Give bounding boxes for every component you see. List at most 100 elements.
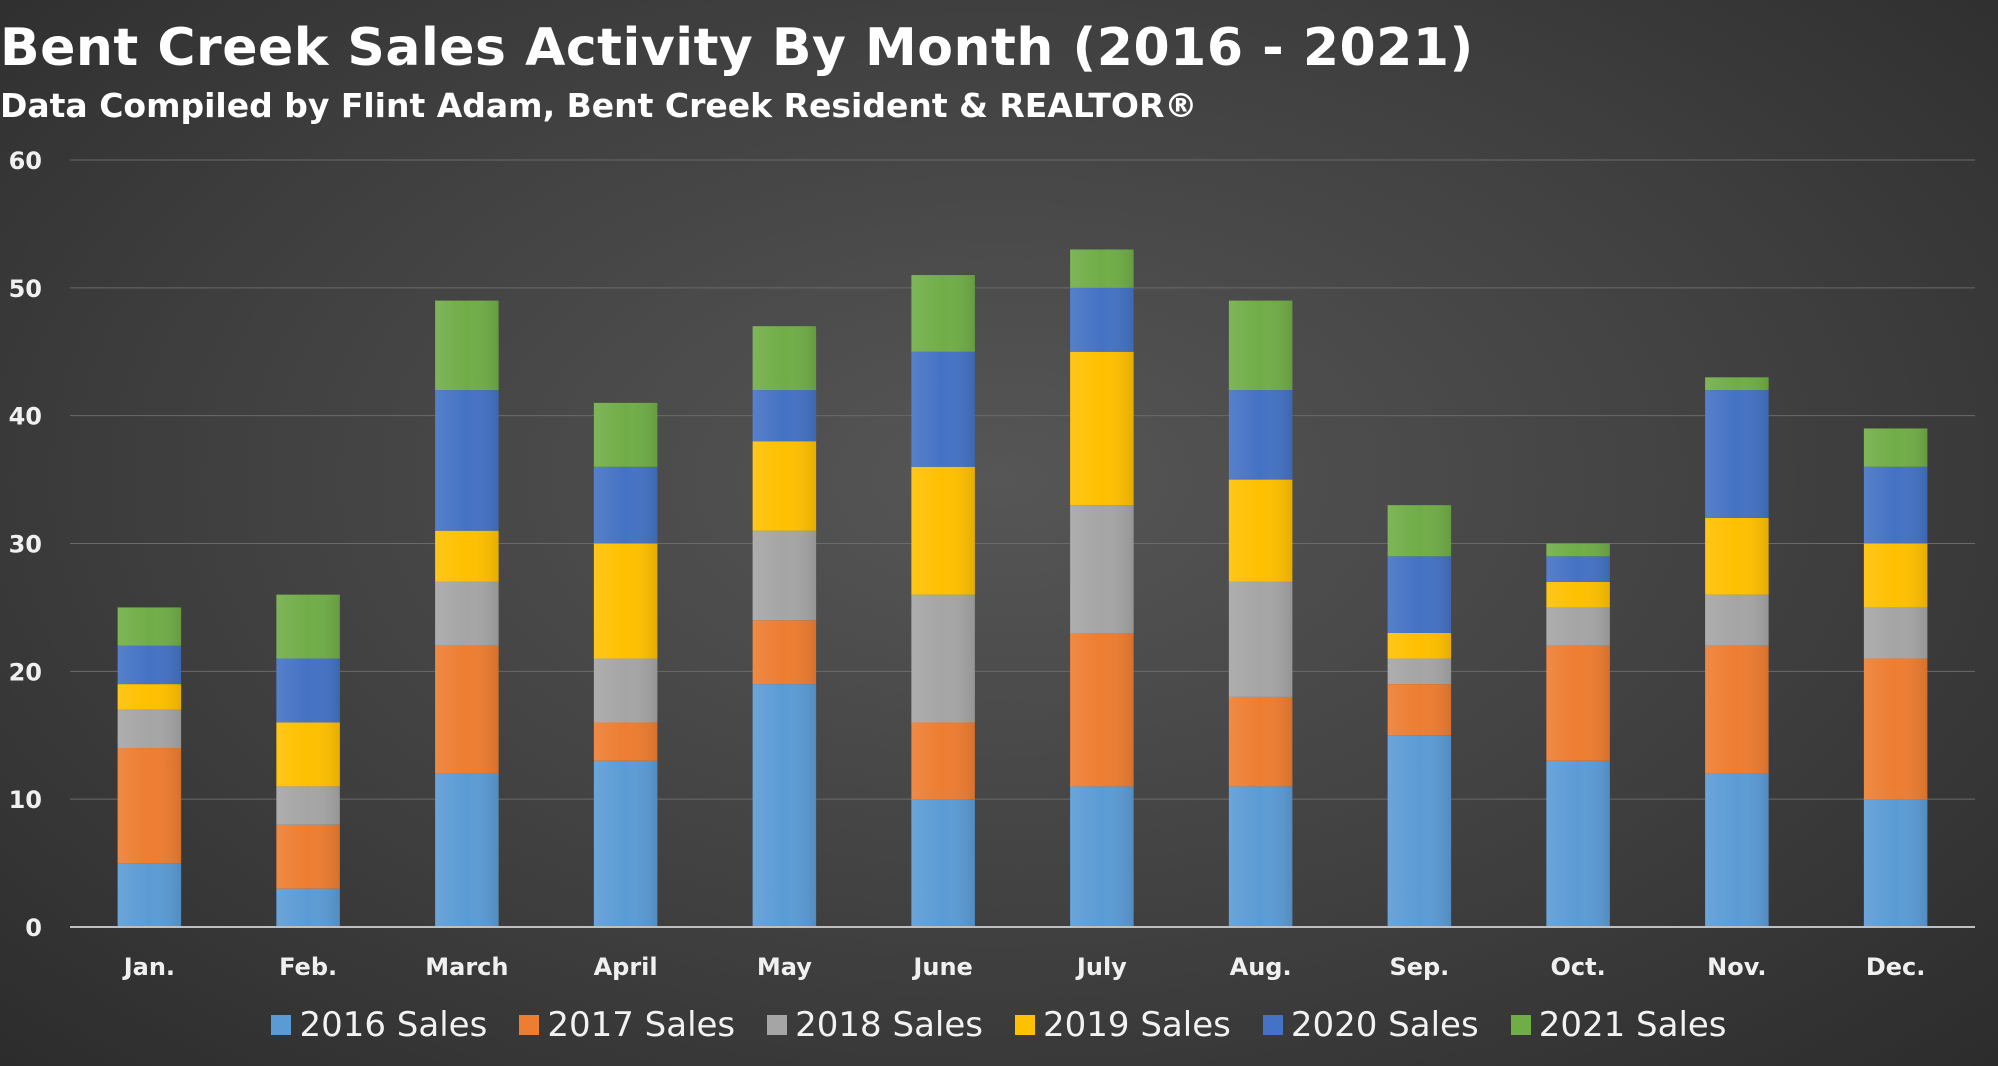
legend-item: 2020 Sales xyxy=(1262,1005,1479,1045)
bar-shade xyxy=(435,390,499,531)
x-tick-label: Aug. xyxy=(1230,953,1292,981)
x-axis: Jan. Feb. March April May June July Aug. Sep. Oct… xyxy=(122,953,1926,981)
bar-shade xyxy=(593,543,658,659)
bar-shade xyxy=(1387,684,1452,736)
bar-shade xyxy=(911,799,975,927)
chart-title: Bent Creek Sales Activity By Month (2016… xyxy=(0,18,1474,78)
bar-shade xyxy=(1228,696,1293,787)
bar-shade xyxy=(1863,543,1928,608)
y-tick-label: 40 xyxy=(9,403,42,431)
x-tick-label: Sep. xyxy=(1389,953,1449,981)
bar-shade xyxy=(1705,645,1769,774)
bar-shade xyxy=(1546,556,1610,582)
gridlines xyxy=(70,159,1975,800)
chart-subtitle: Data Compiled by Flint Adam, Bent Creek … xyxy=(0,86,1198,125)
x-tick-label: June xyxy=(911,953,972,981)
bar-shade xyxy=(1228,479,1293,582)
y-axis: 0 10 20 30 40 50 60 xyxy=(9,147,42,942)
bar-shade xyxy=(1228,581,1293,697)
bar-shade xyxy=(276,658,340,723)
bar-shade xyxy=(1863,607,1928,659)
bar-shade xyxy=(1705,773,1769,927)
bar-shade xyxy=(752,620,817,685)
x-tick-label: Dec. xyxy=(1866,953,1926,981)
y-tick-label: 30 xyxy=(9,531,42,559)
bar-shade xyxy=(1228,300,1293,391)
legend-label: 2021 Sales xyxy=(1538,1005,1727,1045)
bar-shade xyxy=(117,863,182,927)
bar-shade xyxy=(1387,632,1452,659)
legend-swatch xyxy=(519,1015,540,1035)
legend-swatch xyxy=(767,1015,788,1035)
x-tick-label: April xyxy=(594,953,658,981)
bar-shade xyxy=(1387,735,1452,927)
bar-shade xyxy=(435,773,499,927)
bar-shade xyxy=(1705,517,1769,595)
bar-shade xyxy=(1387,556,1452,633)
bar-shade xyxy=(1863,799,1928,927)
bar-shade xyxy=(1070,351,1134,506)
bar-shade xyxy=(752,326,817,391)
bar-shade xyxy=(1546,543,1610,557)
legend-swatch xyxy=(1262,1015,1283,1035)
bar-shade xyxy=(117,684,182,710)
legend-item: 2016 Sales xyxy=(271,1005,487,1045)
bar-shade xyxy=(435,645,499,774)
x-tick-label: May xyxy=(757,953,812,981)
legend-item: 2019 Sales xyxy=(1015,1005,1231,1045)
bar-shade xyxy=(911,466,975,595)
legend-item: 2017 Sales xyxy=(519,1005,735,1045)
legend-item: 2018 Sales xyxy=(767,1005,983,1045)
bar-shade xyxy=(1070,287,1134,352)
bar-shade xyxy=(276,786,340,825)
bar-shade xyxy=(1546,760,1610,927)
bar-shade xyxy=(1546,645,1610,761)
bar-shade xyxy=(593,466,658,544)
bar-shade xyxy=(1070,505,1134,633)
bar-shade xyxy=(1228,786,1293,927)
legend: 2016 Sales 2017 Sales 2018 Sales 2019 Sales… xyxy=(0,1000,1998,1050)
y-tick-label: 20 xyxy=(9,658,42,686)
bar-shade xyxy=(117,748,182,864)
bar-shade xyxy=(752,441,817,531)
bar-shade xyxy=(435,530,499,582)
bar-shade xyxy=(752,530,817,621)
x-tick-label: Oct. xyxy=(1551,953,1606,981)
legend-swatch xyxy=(1510,1015,1531,1035)
bar-shade xyxy=(435,300,499,391)
bar-shade xyxy=(117,645,182,685)
legend-label: 2018 Sales xyxy=(795,1005,983,1045)
bar-shade xyxy=(593,658,658,723)
bar-shade xyxy=(276,824,340,889)
bar-shade xyxy=(1863,658,1928,800)
bar-shade xyxy=(1863,428,1928,467)
bar-shade xyxy=(752,390,817,442)
bar-shade xyxy=(1705,390,1769,518)
bar-shade xyxy=(1228,390,1293,480)
bar-shade xyxy=(117,607,182,646)
bar-shade xyxy=(276,594,340,659)
bar-shade xyxy=(1070,249,1134,288)
x-tick-label: Nov. xyxy=(1707,953,1766,981)
bar-shade xyxy=(276,722,340,787)
legend-label: 2016 Sales xyxy=(299,1005,488,1045)
bar-shade xyxy=(1546,607,1610,646)
bar-shade xyxy=(593,722,658,761)
bar-shade xyxy=(911,351,975,467)
bar-shade xyxy=(593,760,658,927)
legend-item: 2021 Sales xyxy=(1510,1005,1727,1045)
bar-shade xyxy=(911,594,975,723)
y-tick-label: 10 xyxy=(9,786,42,814)
x-tick-label: July xyxy=(1075,953,1127,981)
bar-shade xyxy=(1863,466,1928,544)
bar-shade xyxy=(752,684,817,927)
x-tick-label: March xyxy=(425,953,508,981)
bar-shade xyxy=(911,275,975,352)
x-tick-label: Feb. xyxy=(279,953,337,981)
bar-shade xyxy=(911,722,975,800)
bar-shade xyxy=(276,888,340,927)
legend-swatch xyxy=(1015,1015,1035,1035)
x-tick-label: Jan. xyxy=(122,953,175,981)
bar-shade xyxy=(593,402,658,467)
